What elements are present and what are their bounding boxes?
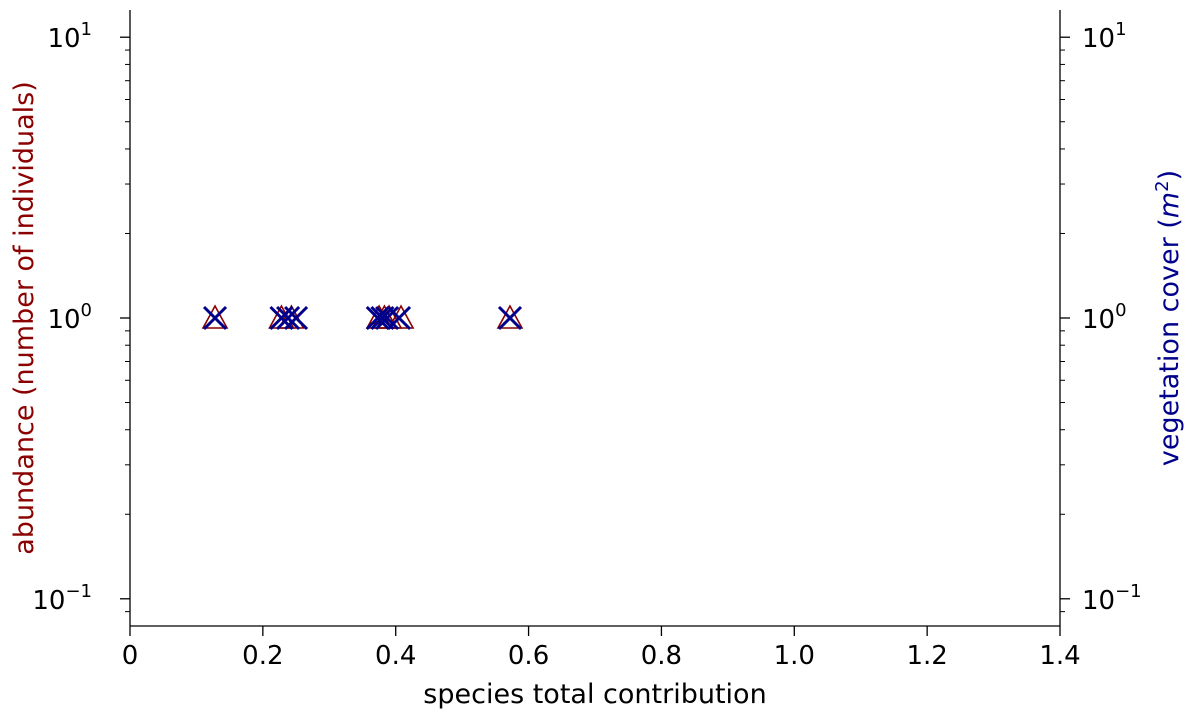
x-point (375, 305, 400, 331)
y-axis-left-label: abundance (number of individuals) (9, 81, 40, 554)
y-right-tick-label: 10−1 (1082, 581, 1142, 616)
triangle-point (201, 304, 229, 329)
y-left-tick-label: 100 (47, 300, 92, 335)
triangle-point (496, 304, 524, 329)
y-left-tick-label: 101 (47, 19, 92, 54)
data-marks (201, 304, 524, 331)
x-tick-label: 0.2 (242, 641, 283, 671)
triangle-point (387, 304, 415, 329)
y-right-tick-label: 100 (1082, 300, 1127, 335)
x-tick-label: 0.6 (508, 641, 549, 671)
x-tick-label: 0 (122, 641, 139, 671)
y-left-tick-label: 10−1 (32, 581, 92, 616)
x-tick-label: 1.2 (906, 641, 947, 671)
x-point (386, 305, 412, 331)
y-axis-right-label: vegetation cover (m2) (1152, 170, 1185, 466)
x-tick-label: 0.4 (375, 641, 416, 671)
y-axis-right-label-close: ) (1154, 170, 1185, 181)
x-point (365, 305, 390, 331)
x-tick-label: 1.4 (1039, 641, 1080, 671)
y-axis-right-label-text: vegetation cover ( (1154, 218, 1185, 466)
x-point (276, 305, 301, 331)
x-tick-label: 0.8 (641, 641, 682, 671)
x-tick-label: 1.0 (774, 641, 815, 671)
x-axis-label: species total contribution (423, 679, 766, 710)
y-axis-right-label-math: m (1154, 192, 1185, 218)
x-point (497, 305, 523, 331)
x-point (284, 305, 309, 331)
y-axis-right-label-exp: 2 (1152, 180, 1173, 191)
x-point (202, 305, 228, 331)
y-right-tick-label: 101 (1082, 19, 1127, 54)
